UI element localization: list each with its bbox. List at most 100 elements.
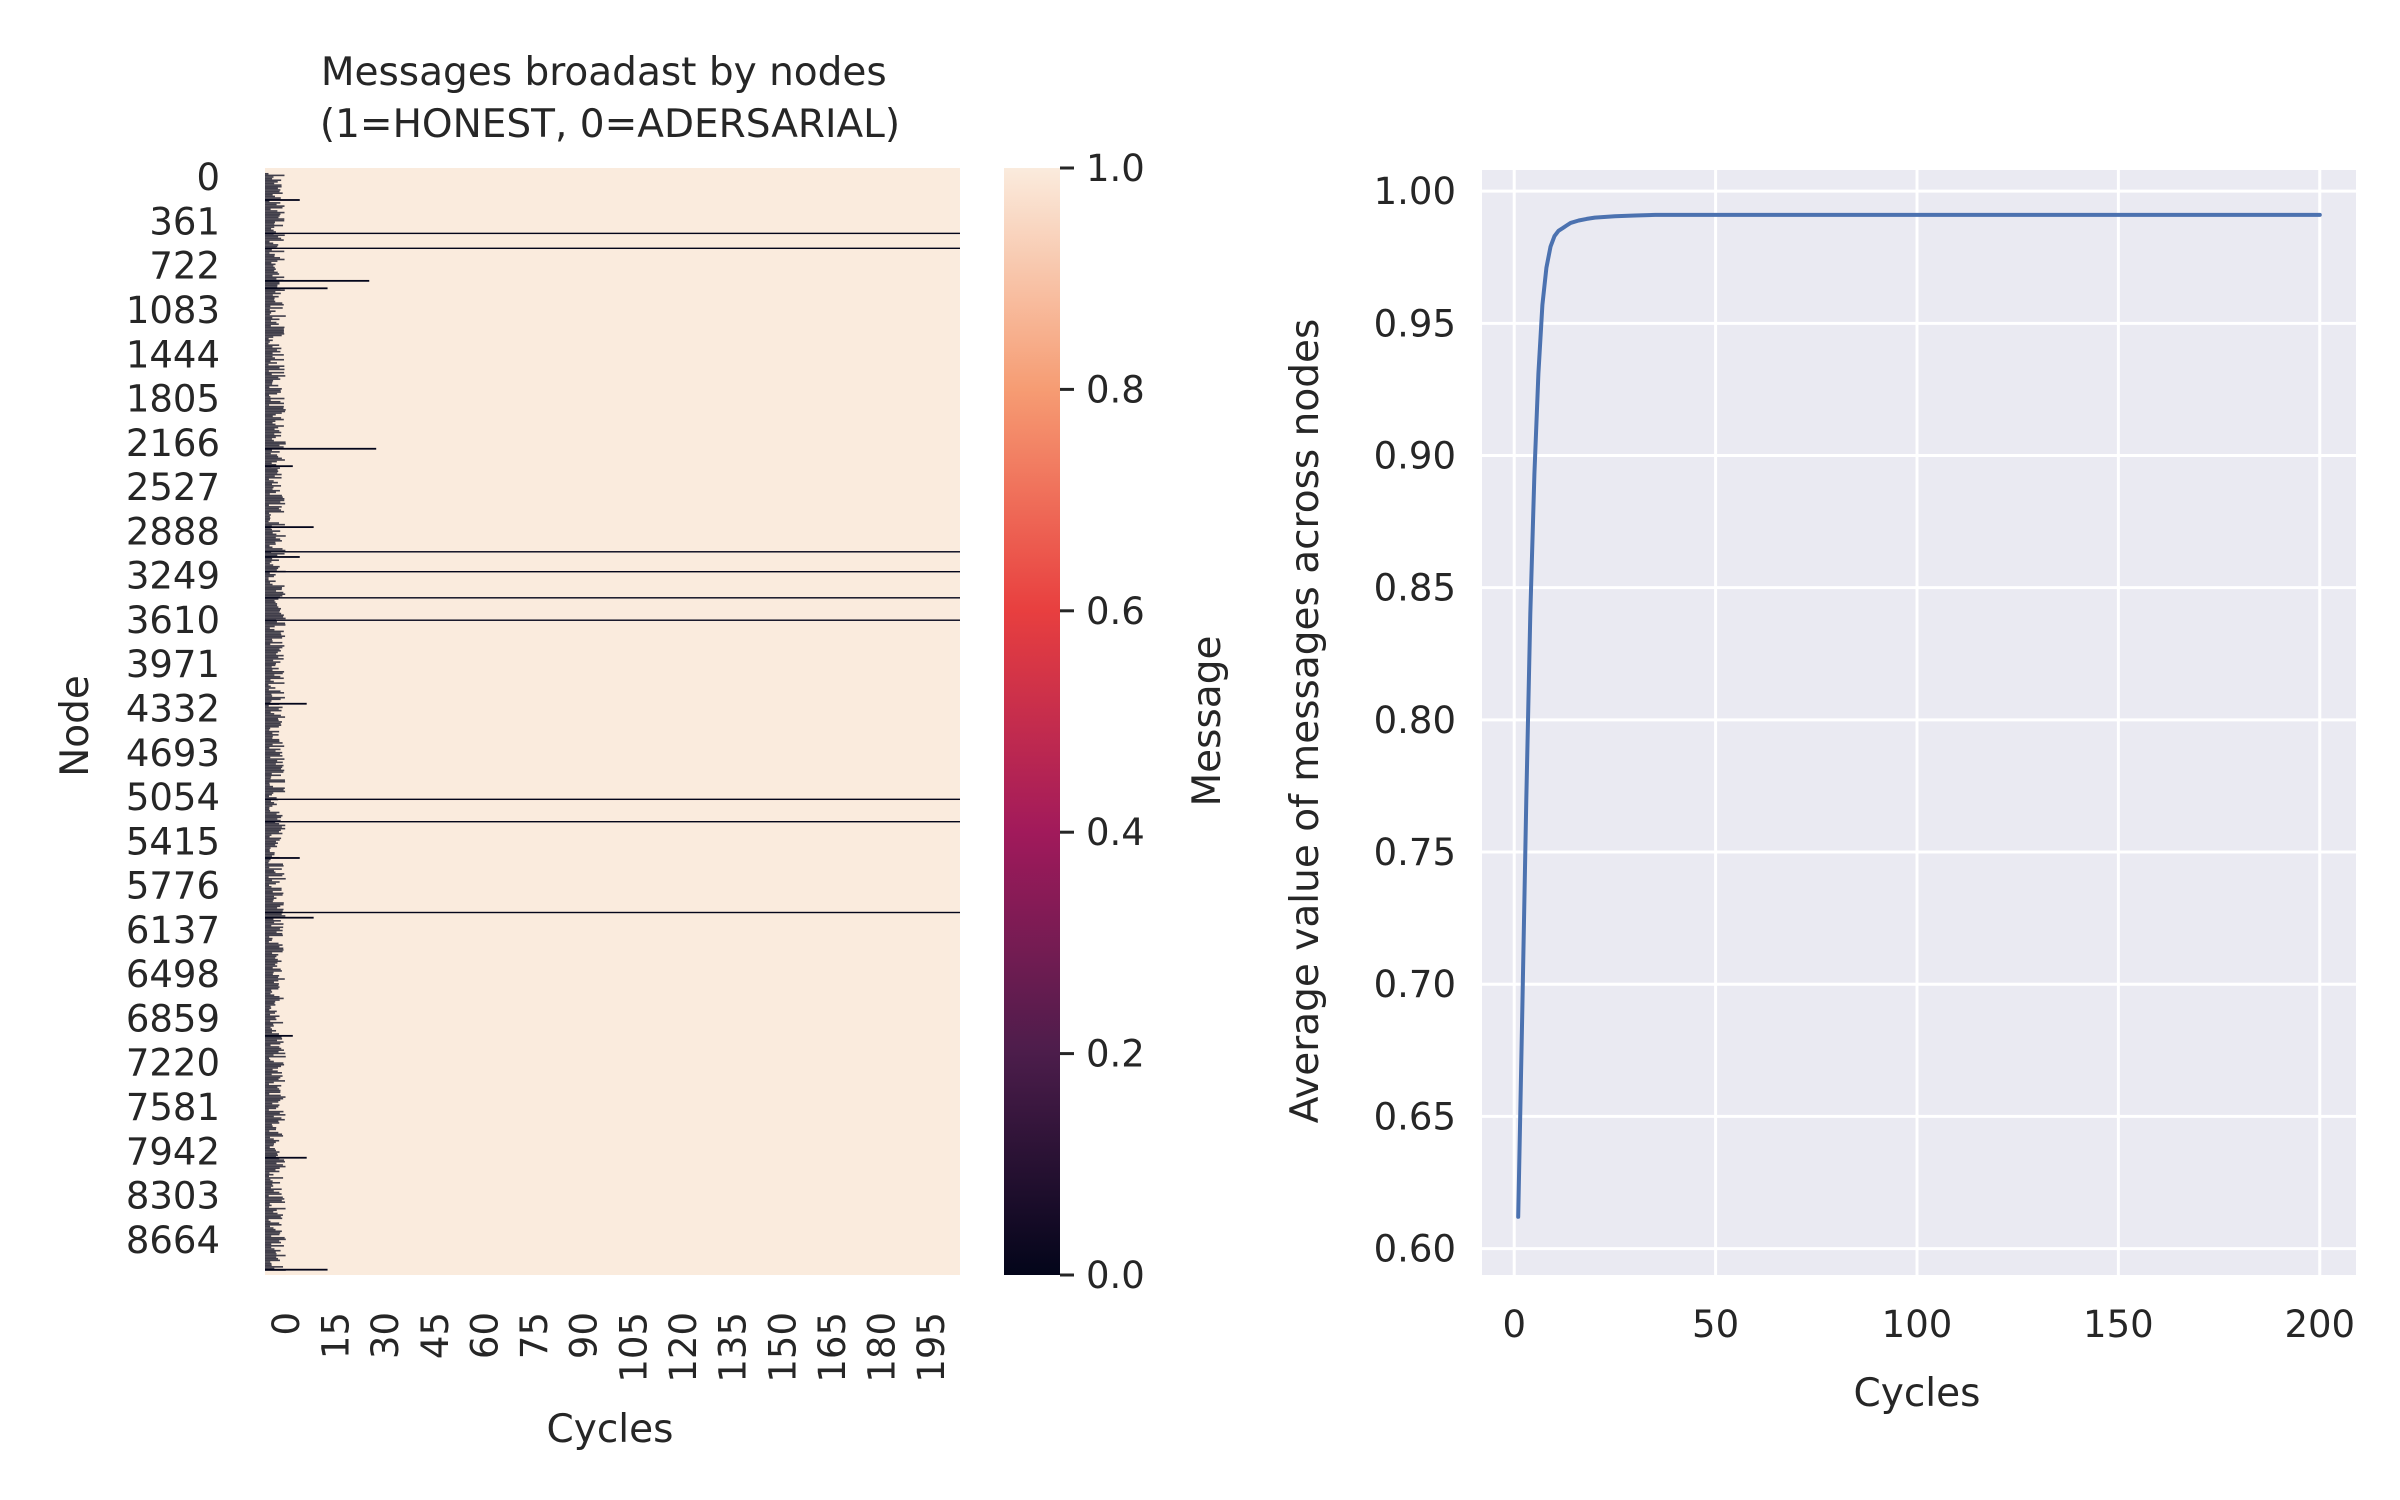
- heatmap-x-tick-label: 90: [563, 1312, 606, 1359]
- heatmap-noise-cell: [265, 929, 283, 932]
- heatmap-noise-cell: [265, 952, 273, 954]
- heatmap-noise-cell: [265, 239, 284, 241]
- heatmap-noise-cell: [265, 258, 285, 261]
- heatmap-noise-cell: [265, 1080, 285, 1082]
- heatmap-noise-cell: [265, 955, 277, 958]
- heatmap-noise-cell: [265, 680, 274, 683]
- heatmap-noise-cell: [265, 612, 282, 615]
- heatmap-noise-cell: [265, 491, 276, 494]
- heatmap-noise-cell: [265, 1036, 282, 1039]
- heatmap-noise-cell: [265, 734, 279, 736]
- heatmap-noise-cell: [265, 523, 285, 526]
- heatmap-noise-cell: [265, 852, 275, 854]
- heatmap-noise-cell: [265, 202, 281, 204]
- heatmap-noise-cell: [265, 1206, 270, 1208]
- heatmap-noise-cell: [265, 999, 280, 1001]
- heatmap-x-tick-label: 45: [414, 1312, 457, 1359]
- line-y-tick-label: 0.80: [1374, 699, 1456, 742]
- heatmap-noise-cell: [265, 278, 277, 280]
- heatmap-noise-cell: [265, 308, 270, 311]
- heatmap-noise-cell: [265, 1232, 281, 1234]
- heatmap-noise-cell: [265, 659, 274, 662]
- heatmap-noise-cell: [265, 1139, 280, 1142]
- heatmap-noise-cell: [265, 294, 273, 296]
- heatmap-noise-cell: [265, 871, 276, 874]
- heatmap-noise-cell: [265, 454, 278, 456]
- heatmap-noise-cell: [265, 509, 282, 511]
- heatmap-noise-cell: [265, 764, 284, 767]
- heatmap-y-axis-label: Node: [53, 675, 98, 777]
- heatmap-noise-cell: [265, 973, 273, 975]
- heatmap-noise-cell: [265, 373, 272, 376]
- heatmap-y-tick-label: 7581: [126, 1086, 220, 1129]
- heatmap-noise-cell: [265, 1141, 276, 1144]
- heatmap-noise-cell: [265, 771, 284, 773]
- heatmap-x-tick-label: 165: [811, 1312, 854, 1383]
- line-series: [1516, 212, 2322, 1219]
- heatmap-noise-cell: [265, 827, 286, 830]
- heatmap-y-tick-label: 1805: [126, 378, 220, 421]
- line-plot-area: [1482, 170, 2356, 1275]
- heatmap-noise-cell: [265, 1167, 280, 1170]
- heatmap-noise-cell: [265, 1191, 280, 1194]
- heatmap-noise-cell: [265, 1162, 277, 1165]
- heatmap-y-tick-label: 6498: [126, 953, 220, 996]
- heatmap-noise-cell: [265, 540, 282, 542]
- heatmap-noise-cell: [265, 960, 282, 963]
- heatmap-noise-cell: [265, 1046, 280, 1048]
- heatmap-noise-cell: [265, 945, 280, 948]
- heatmap-noise-cell: [265, 789, 284, 791]
- heatmap-noise-cell: [265, 281, 280, 283]
- heatmap-noise-cell: [265, 709, 282, 712]
- heatmap-noise-cell: [265, 713, 275, 715]
- heatmap-noise-cell: [265, 1222, 280, 1224]
- heatmap-noise-cell: [265, 245, 278, 248]
- heatmap-noise-cell: [265, 701, 271, 704]
- heatmap-noise-cell: [265, 391, 281, 393]
- heatmap-noise-cell: [265, 607, 282, 610]
- heatmap-noise-cell: [265, 1101, 279, 1103]
- heatmap-adversarial-row: [265, 551, 960, 553]
- heatmap-noise-cell: [265, 449, 272, 452]
- heatmap-noise-cell: [265, 850, 270, 853]
- heatmap-noise-cell: [265, 646, 283, 649]
- heatmap-y-tick-label: 3249: [126, 555, 220, 598]
- heatmap-noise-cell: [265, 719, 279, 722]
- heatmap-noise-cell: [265, 1181, 281, 1184]
- heatmap-noise-cell: [265, 966, 273, 969]
- heatmap-noise-cell: [265, 530, 281, 532]
- heatmap-y-tick-label: 7942: [126, 1130, 220, 1173]
- heatmap-noise-cell: [265, 669, 273, 671]
- heatmap-noise-cell: [265, 779, 285, 781]
- heatmap-noise-cell: [265, 223, 275, 225]
- heatmap-noise-cell: [265, 810, 271, 812]
- heatmap-noise-cell: [265, 468, 278, 471]
- heatmap-noise-cell: [265, 1241, 282, 1244]
- heatmap-noise-cell: [265, 934, 283, 937]
- heatmap-noise-cell: [265, 997, 284, 1000]
- heatmap-transient-row: [265, 447, 377, 450]
- heatmap-title: Messages broadast by nodes (1=HONEST, 0=…: [320, 50, 900, 147]
- heatmap-noise-cell: [265, 342, 269, 345]
- heatmap-noise-cell: [265, 210, 278, 212]
- heatmap-transient-row: [265, 279, 370, 282]
- heatmap-noise-cell: [265, 433, 275, 435]
- heatmap-noise-cell: [265, 185, 282, 188]
- line-x-tick-label: 50: [1692, 1303, 1739, 1346]
- heatmap-noise-cell: [265, 499, 285, 502]
- heatmap-noise-cell: [265, 1235, 272, 1237]
- heatmap-noise-cell: [265, 1138, 274, 1140]
- heatmap-noise-cell: [265, 493, 270, 495]
- heatmap-noise-cell: [265, 326, 285, 329]
- heatmap-noise-cell: [265, 211, 285, 214]
- heatmap-noise-cell: [265, 987, 279, 990]
- heatmap-noise-cell: [265, 722, 281, 725]
- heatmap-noise-cell: [265, 344, 280, 346]
- heatmap-noise-cell: [265, 1164, 283, 1166]
- heatmap-noise-cell: [265, 1093, 270, 1095]
- heatmap-noise-cell: [265, 1249, 281, 1252]
- heatmap-noise-cell: [265, 436, 276, 439]
- heatmap-noise-cell: [265, 349, 277, 351]
- heatmap-noise-cell: [265, 1233, 280, 1236]
- heatmap-noise-cell: [265, 667, 279, 670]
